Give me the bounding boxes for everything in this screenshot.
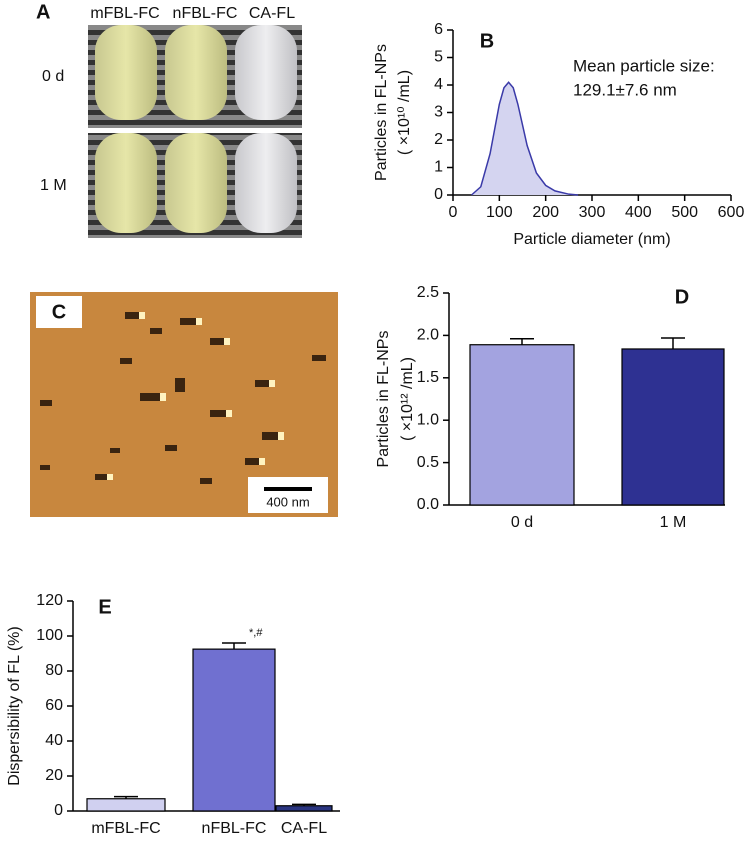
- y-tick-label: 60: [45, 697, 63, 714]
- y-tick-label: 40: [45, 732, 63, 749]
- row-label: 0 d: [42, 68, 64, 85]
- y-axis-unit: ( ×10¹⁰ /mL): [396, 70, 413, 155]
- x-axis-label: Particle diameter (nm): [513, 231, 670, 248]
- row-label: 1 M: [40, 177, 67, 194]
- bar: [469, 344, 575, 506]
- area-line: [471, 81, 579, 196]
- x-tick-label: 600: [718, 204, 745, 221]
- y-axis-label: Particles in FL-NPs: [373, 44, 390, 181]
- x-tick-label: mFBL-FC: [91, 820, 160, 837]
- x-tick-label: nFBL-FC: [202, 820, 267, 837]
- y-tick-label: 2.0: [417, 327, 439, 344]
- x-tick-label: 100: [486, 204, 513, 221]
- area-fill: [471, 82, 579, 195]
- panel-c-image: [30, 292, 338, 517]
- x-tick-label: 0 d: [511, 514, 533, 531]
- y-tick-label: 2: [434, 131, 443, 148]
- y-tick-label: 1: [434, 159, 443, 176]
- bar: [275, 805, 333, 812]
- y-tick-label: 0.5: [417, 454, 439, 471]
- y-tick-label: 100: [36, 627, 63, 644]
- y-axis-unit: ( ×10¹² /mL): [399, 357, 416, 441]
- y-tick-label: 4: [434, 76, 443, 93]
- scale-bar-label: 400 nm: [266, 494, 309, 509]
- y-axis-label: Dispersibility of FL (%): [6, 626, 23, 785]
- x-tick-label: 0: [449, 204, 458, 221]
- panel-a-photo: [88, 25, 302, 238]
- column-label: CA-FL: [249, 5, 295, 22]
- bar: [192, 648, 276, 812]
- x-tick-label: 300: [579, 204, 606, 221]
- y-tick-label: 2.5: [417, 284, 439, 301]
- y-tick-label: 0: [434, 186, 443, 203]
- bar: [86, 798, 166, 812]
- annotation: 129.1±7.6 nm: [573, 80, 677, 99]
- y-tick-label: 1.5: [417, 369, 439, 386]
- x-tick-label: CA-FL: [281, 820, 327, 837]
- column-label: mFBL-FC: [90, 5, 159, 22]
- y-tick-label: 20: [45, 767, 63, 784]
- annotation: *,#: [249, 627, 263, 639]
- x-tick-label: 400: [625, 204, 652, 221]
- y-tick-label: 120: [36, 592, 63, 609]
- y-tick-label: 6: [434, 21, 443, 38]
- x-tick-label: 1 M: [660, 514, 687, 531]
- y-tick-label: 3: [434, 104, 443, 121]
- y-axis-label: Particles in FL-NPs: [375, 331, 392, 468]
- column-label: nFBL-FC: [173, 5, 238, 22]
- annotation: Mean particle size:: [573, 56, 715, 75]
- y-tick-label: 80: [45, 662, 63, 679]
- y-tick-label: 5: [434, 49, 443, 66]
- panel-label: A: [36, 1, 50, 23]
- panel-label: B: [480, 30, 494, 52]
- y-tick-label: 0: [54, 802, 63, 819]
- y-tick-label: 1.0: [417, 411, 439, 428]
- panel-label: E: [98, 596, 111, 618]
- y-tick-label: 0.0: [417, 496, 439, 513]
- panel-label: D: [675, 286, 689, 308]
- panel-label: C: [52, 301, 66, 323]
- x-tick-label: 500: [671, 204, 698, 221]
- x-tick-label: 200: [532, 204, 559, 221]
- bar: [621, 348, 725, 506]
